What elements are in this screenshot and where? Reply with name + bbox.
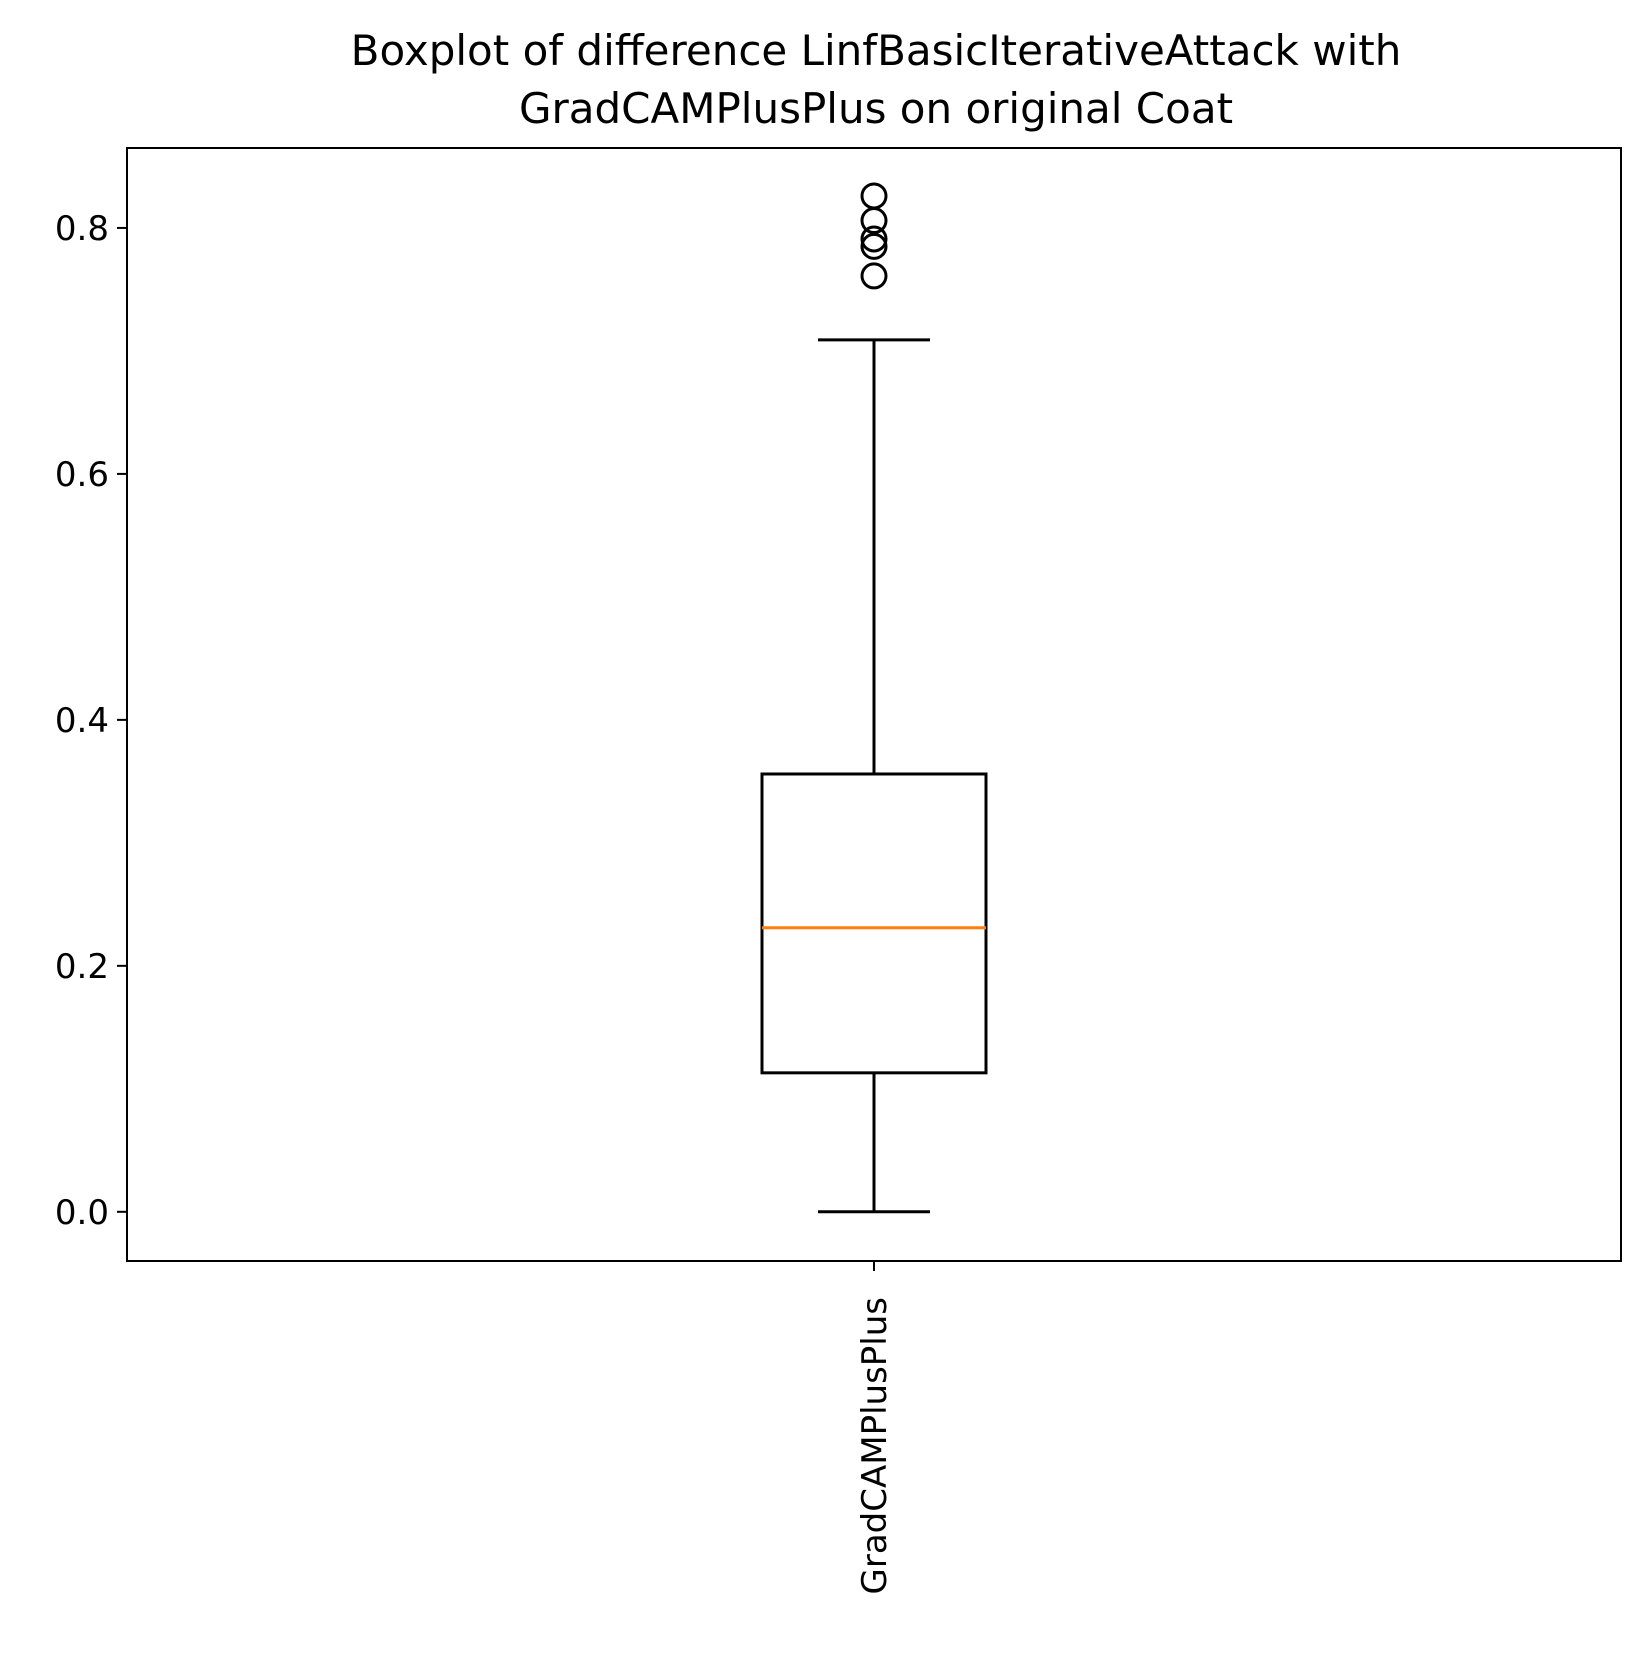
x-axis: GradCAMPlusPlus	[855, 1261, 895, 1595]
x-tick-label: GradCAMPlusPlus	[855, 1297, 895, 1595]
outlier-point	[860, 262, 888, 290]
y-tick-label: 0.6	[55, 455, 109, 495]
iqr-box	[760, 772, 988, 1075]
box-group	[760, 182, 988, 1214]
outlier-point	[860, 182, 888, 210]
chart-title-line2: GradCAMPlusPlus on original Coat	[519, 84, 1233, 133]
y-tick-label: 0.8	[55, 209, 109, 249]
outlier-point	[860, 232, 888, 260]
y-tick-label: 0.0	[55, 1193, 109, 1233]
y-tick-label: 0.4	[55, 701, 109, 741]
chart-title-line1: Boxplot of difference LinfBasicIterative…	[351, 26, 1402, 75]
y-tick-label: 0.2	[55, 947, 109, 987]
outlier-point	[860, 225, 888, 253]
box-series	[760, 182, 988, 1214]
y-axis: 0.0 0.2 0.4 0.6 0.8	[55, 209, 127, 1233]
